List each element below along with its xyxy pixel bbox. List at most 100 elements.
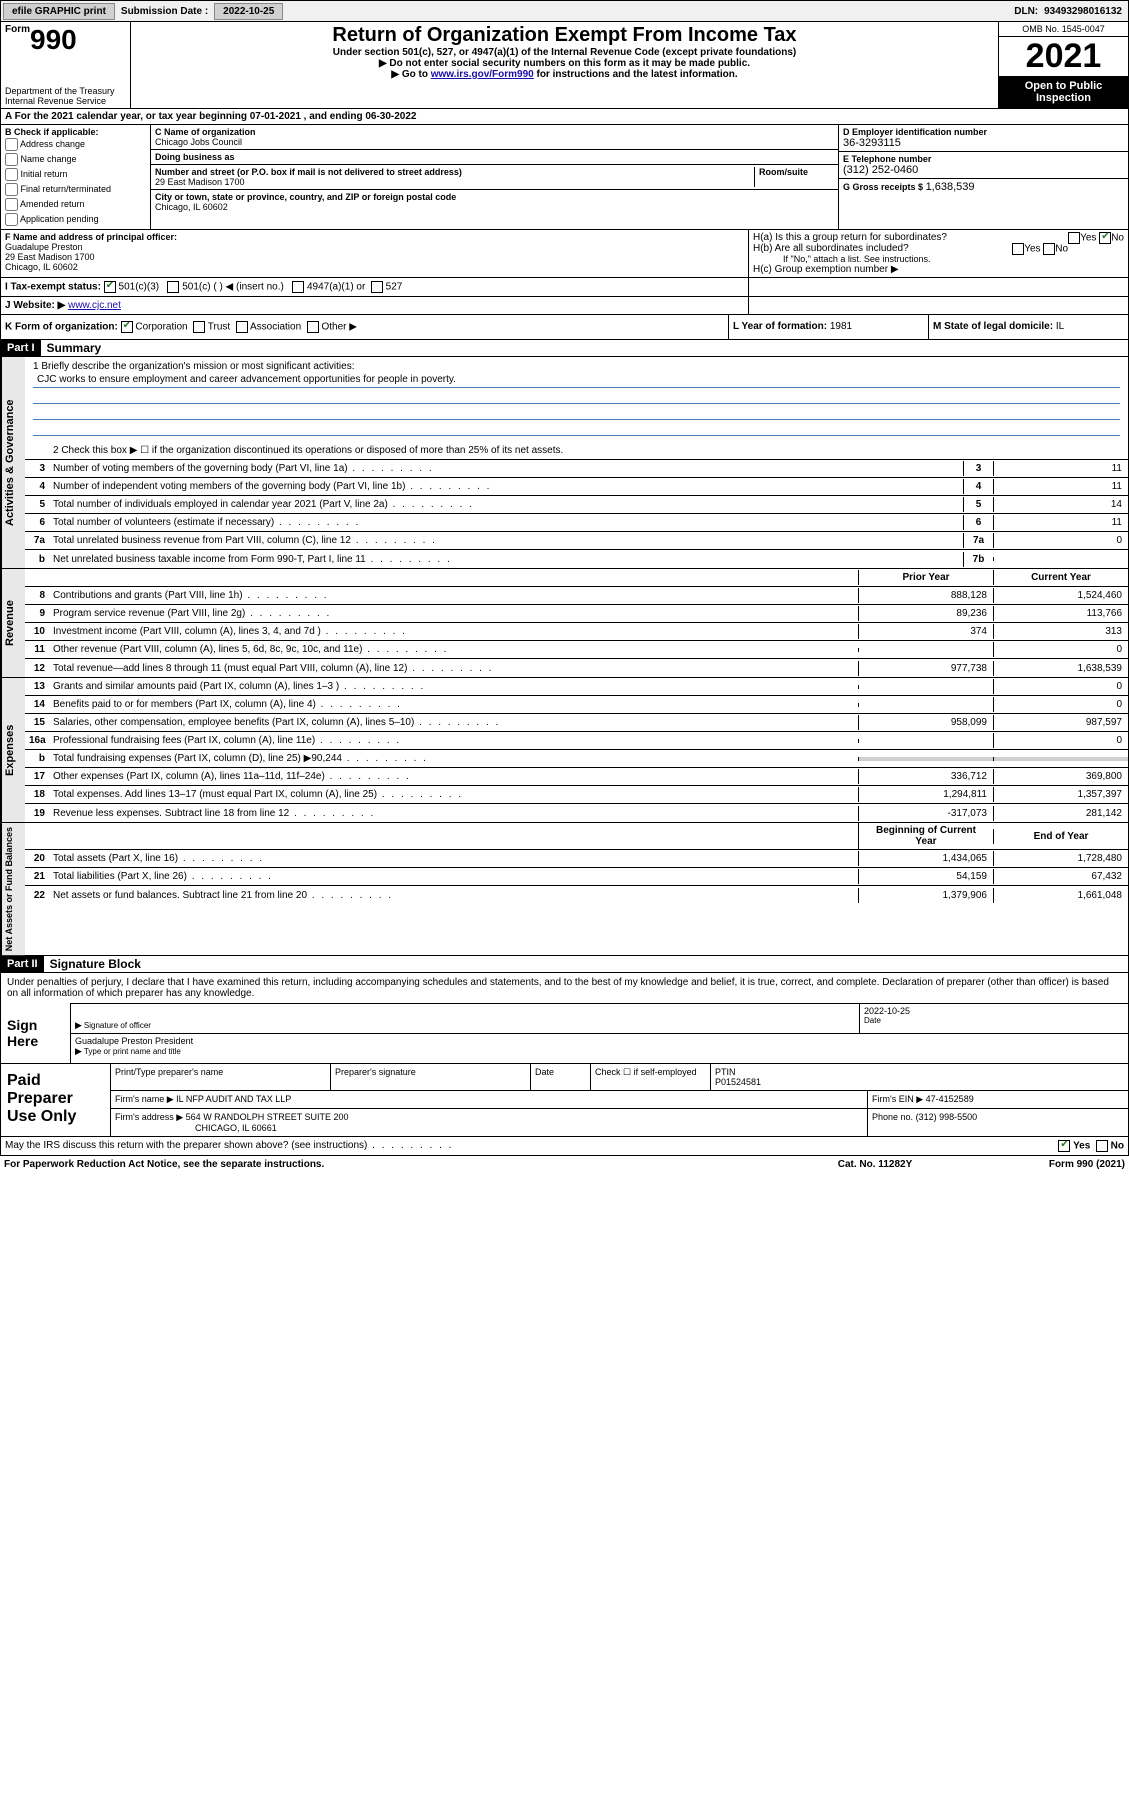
section-f: F Name and address of principal officer:…: [1, 230, 748, 277]
dln-value: 93493298016132: [1044, 6, 1128, 17]
gov-line-7a: 7aTotal unrelated business revenue from …: [25, 532, 1128, 550]
revenue-tab: Revenue: [1, 569, 25, 677]
section-h: H(a) Is this a group return for subordin…: [748, 230, 1128, 277]
submission-date-button[interactable]: 2022-10-25: [214, 3, 283, 20]
irs-label: Internal Revenue Service: [5, 96, 126, 106]
part1-header: Part I Summary: [0, 340, 1129, 357]
check-amended[interactable]: Amended return: [5, 197, 146, 212]
gross-receipts: 1,638,539: [926, 181, 975, 193]
firm-ein: 47-4152589: [926, 1094, 974, 1104]
na-line-21: 21Total liabilities (Part X, line 26)54,…: [25, 868, 1128, 886]
paid-preparer-block: Paid Preparer Use Only Print/Type prepar…: [0, 1064, 1129, 1137]
rev-line-10: 10Investment income (Part VIII, column (…: [25, 623, 1128, 641]
expenses-tab: Expenses: [1, 678, 25, 822]
officer-city: Chicago, IL 60602: [5, 262, 744, 272]
rev-line-12: 12Total revenue—add lines 8 through 11 (…: [25, 659, 1128, 677]
form990-link[interactable]: www.irs.gov/Form990: [431, 69, 534, 80]
section-b: B Check if applicable: Address change Na…: [1, 125, 151, 229]
form-title: Return of Organization Exempt From Incom…: [137, 24, 992, 47]
signature-block: Under penalties of perjury, I declare th…: [0, 973, 1129, 1064]
firm-name: IL NFP AUDIT AND TAX LLP: [176, 1094, 291, 1104]
rev-line-9: 9Program service revenue (Part VIII, lin…: [25, 605, 1128, 623]
form-word: Form: [5, 24, 30, 35]
sign-here-label: Sign Here: [1, 1003, 71, 1063]
discuss-yes-checked: [1058, 1140, 1070, 1152]
header-left: Form990 Department of the Treasury Inter…: [1, 22, 131, 108]
k-corporation-checked: [121, 321, 133, 333]
netassets-section: Net Assets or Fund Balances Beginning of…: [0, 823, 1129, 956]
dln-label: DLN:: [1014, 6, 1044, 17]
exp-line-14: 14Benefits paid to or for members (Part …: [25, 696, 1128, 714]
sig-date: 2022-10-25: [864, 1006, 1124, 1016]
website-row: J Website: ▶ www.cjc.net: [0, 297, 1129, 315]
gov-line-3: 3Number of voting members of the governi…: [25, 460, 1128, 478]
rev-line-8: 8Contributions and grants (Part VIII, li…: [25, 587, 1128, 605]
exp-line-16a: 16aProfessional fundraising fees (Part I…: [25, 732, 1128, 750]
year-formation: 1981: [830, 321, 852, 332]
netassets-header-row: Beginning of Current Year End of Year: [25, 823, 1128, 850]
section-c: C Name of organization Chicago Jobs Coun…: [151, 125, 838, 229]
revenue-section: Revenue Prior Year Current Year 8Contrib…: [0, 569, 1129, 678]
check-address-change[interactable]: Address change: [5, 137, 146, 152]
part2-header: Part II Signature Block: [0, 956, 1129, 973]
line-2: 2 Check this box ▶ ☐ if the organization…: [25, 442, 1128, 460]
officer-name-title: Guadalupe Preston President: [75, 1036, 1124, 1046]
org-name: Chicago Jobs Council: [155, 137, 834, 147]
org-city: Chicago, IL 60602: [155, 202, 834, 212]
governance-tab: Activities & Governance: [1, 357, 25, 568]
mission-block: 1 Briefly describe the organization's mi…: [25, 357, 1128, 442]
gov-line-4: 4Number of independent voting members of…: [25, 478, 1128, 496]
exp-line-b: bTotal fundraising expenses (Part IX, co…: [25, 750, 1128, 768]
perjury-declaration: Under penalties of perjury, I declare th…: [1, 973, 1128, 1003]
firm-city: CHICAGO, IL 60661: [115, 1123, 863, 1133]
check-initial-return[interactable]: Initial return: [5, 167, 146, 182]
website-link[interactable]: www.cjc.net: [68, 300, 121, 311]
submission-label: Submission Date :: [117, 6, 212, 17]
na-line-22: 22Net assets or fund balances. Subtract …: [25, 886, 1128, 904]
exp-line-13: 13Grants and similar amounts paid (Part …: [25, 678, 1128, 696]
revenue-header-row: Prior Year Current Year: [25, 569, 1128, 587]
discuss-row: May the IRS discuss this return with the…: [0, 1137, 1129, 1156]
exp-line-18: 18Total expenses. Add lines 13–17 (must …: [25, 786, 1128, 804]
mission-text: CJC works to ensure employment and caree…: [33, 374, 1120, 388]
gov-line-6: 6Total number of volunteers (estimate if…: [25, 514, 1128, 532]
klm-row: K Form of organization: Corporation Trus…: [0, 315, 1129, 340]
top-bar: efile GRAPHIC print Submission Date : 20…: [0, 0, 1129, 22]
paid-preparer-label: Paid Preparer Use Only: [1, 1064, 111, 1136]
state-domicile: IL: [1056, 321, 1064, 332]
netassets-tab: Net Assets or Fund Balances: [1, 823, 25, 955]
gov-line-b: bNet unrelated business taxable income f…: [25, 550, 1128, 568]
telephone: (312) 252-0460: [843, 164, 1124, 176]
footer: For Paperwork Reduction Act Notice, see …: [0, 1156, 1129, 1173]
efile-print-button[interactable]: efile GRAPHIC print: [3, 3, 115, 20]
section-de: D Employer identification number 36-3293…: [838, 125, 1128, 229]
omb-number: OMB No. 1545-0047: [999, 22, 1128, 37]
ptin: P01524581: [715, 1077, 1124, 1087]
header-right: OMB No. 1545-0047 2021 Open to Public In…: [998, 22, 1128, 108]
rev-line-11: 11Other revenue (Part VIII, column (A), …: [25, 641, 1128, 659]
na-line-20: 20Total assets (Part X, line 16)1,434,06…: [25, 850, 1128, 868]
tax-status-row: I Tax-exempt status: 501(c)(3) 501(c) ( …: [0, 278, 1129, 297]
check-name-change[interactable]: Name change: [5, 152, 146, 167]
form-note-2: ▶ Go to www.irs.gov/Form990 for instruct…: [137, 69, 992, 80]
check-final-return[interactable]: Final return/terminated: [5, 182, 146, 197]
ha-no-checked: [1099, 232, 1111, 244]
expenses-section: Expenses 13Grants and similar amounts pa…: [0, 678, 1129, 823]
officer-name: Guadalupe Preston: [5, 242, 744, 252]
form-subtitle: Under section 501(c), 527, or 4947(a)(1)…: [137, 47, 992, 58]
org-street: 29 East Madison 1700: [155, 177, 754, 187]
section-a: A For the 2021 calendar year, or tax yea…: [0, 109, 1129, 125]
identity-block: B Check if applicable: Address change Na…: [0, 125, 1129, 230]
exp-line-17: 17Other expenses (Part IX, column (A), l…: [25, 768, 1128, 786]
exp-line-19: 19Revenue less expenses. Subtract line 1…: [25, 804, 1128, 822]
governance-section: Activities & Governance 1 Briefly descri…: [0, 357, 1129, 569]
firm-phone: (312) 998-5500: [916, 1112, 978, 1122]
header-center: Return of Organization Exempt From Incom…: [131, 22, 998, 108]
form-header: Form990 Department of the Treasury Inter…: [0, 22, 1129, 109]
gov-line-5: 5Total number of individuals employed in…: [25, 496, 1128, 514]
dept-treasury: Department of the Treasury: [5, 86, 126, 96]
firm-address: 564 W RANDOLPH STREET SUITE 200: [186, 1112, 349, 1122]
ein: 36-3293115: [843, 137, 1124, 149]
check-application-pending[interactable]: Application pending: [5, 212, 146, 227]
501c3-checked: [104, 281, 116, 293]
